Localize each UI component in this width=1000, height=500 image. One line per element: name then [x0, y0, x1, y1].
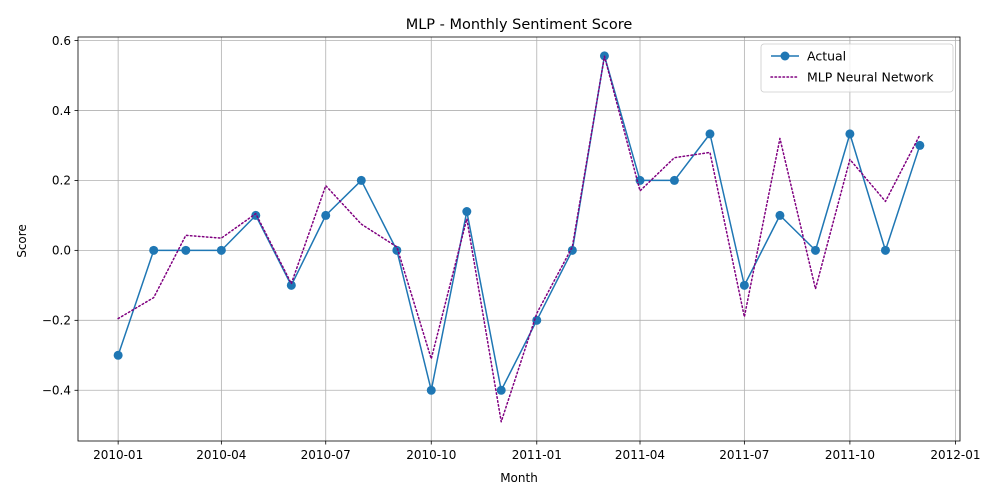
y-axis: −0.4 −0.2 0.0 0.2 0.4 0.6	[42, 34, 78, 398]
y-axis-label: Score	[15, 224, 29, 258]
chart-title: MLP - Monthly Sentiment Score	[406, 17, 633, 33]
actual-data-point	[810, 245, 820, 255]
actual-data-point	[286, 280, 296, 290]
actual-data-point	[356, 175, 366, 185]
y-tick-label: 0.2	[52, 174, 71, 188]
x-tick-label: 2010-07	[301, 448, 351, 462]
actual-data-point	[321, 210, 331, 220]
actual-data-point	[149, 245, 159, 255]
legend-label: MLP Neural Network	[807, 70, 934, 85]
x-axis-label: Month	[500, 471, 538, 485]
grid-lines	[78, 37, 960, 441]
series-layer	[113, 51, 925, 423]
actual-data-point	[705, 129, 715, 139]
actual-data-point	[915, 140, 925, 150]
y-tick-label: 0.4	[52, 104, 71, 118]
actual-data-point	[635, 175, 645, 185]
legend: Actual MLP Neural Network	[760, 43, 954, 93]
x-tick-label: 2010-10	[406, 448, 456, 462]
series-line-mlp	[117, 55, 921, 423]
legend-marker-actual	[780, 51, 790, 61]
actual-data-point	[775, 210, 785, 220]
actual-data-point	[880, 245, 890, 255]
actual-data-point	[392, 245, 402, 255]
x-tick-label: 2011-04	[615, 448, 665, 462]
y-tick-label: −0.2	[42, 314, 71, 328]
x-tick-label: 2010-04	[196, 448, 246, 462]
x-tick-label: 2010-01	[93, 448, 143, 462]
actual-data-point	[496, 385, 506, 395]
actual-data-point	[845, 129, 855, 139]
actual-data-point	[532, 315, 542, 325]
y-tick-label: −0.4	[42, 384, 71, 398]
actual-data-point	[216, 245, 226, 255]
series-line-actual	[117, 55, 921, 392]
legend-label: Actual	[807, 49, 846, 64]
actual-data-point	[669, 175, 679, 185]
x-tick-label: 2011-07	[719, 448, 769, 462]
actual-data-point	[739, 280, 749, 290]
actual-data-point	[113, 350, 123, 360]
x-axis: 2010-01 2010-04 2010-07 2010-10 2011-01 2011-…	[93, 441, 980, 462]
actual-data-point	[426, 385, 436, 395]
series-clip-group	[113, 51, 925, 423]
actual-data-point	[181, 245, 191, 255]
x-tick-label: 2011-10	[825, 448, 875, 462]
x-tick-label: 2012-01	[930, 448, 980, 462]
legend-box	[760, 43, 954, 93]
actual-data-point	[462, 207, 472, 217]
x-tick-label: 2011-01	[512, 448, 562, 462]
plot-frame	[77, 36, 961, 442]
y-tick-label: 0.0	[52, 244, 71, 258]
y-tick-label: 0.6	[52, 34, 71, 48]
